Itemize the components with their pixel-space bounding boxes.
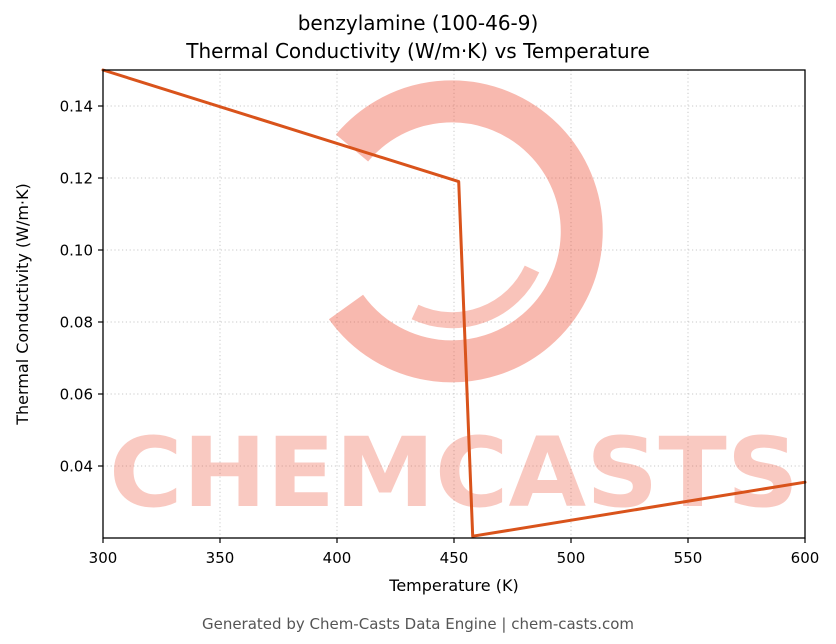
chemcasts-logo-watermark-icon [328,80,603,383]
chemcasts-logo-inner-stroke-icon [411,265,540,329]
y-tick-label: 0.12 [60,170,93,188]
footer-credit: Generated by Chem-Casts Data Engine | ch… [201,615,635,633]
y-axis-label: Thermal Conductivity (W/m·K) [13,183,32,426]
y-tick-label: 0.08 [60,314,93,332]
x-tick-label: 300 [89,549,118,567]
x-tick-label: 500 [557,549,586,567]
x-tick-label: 450 [440,549,469,567]
x-tick-label: 400 [323,549,352,567]
series-line-thermal-conductivity [101,68,807,538]
x-tick-label: 600 [791,549,820,567]
y-tick-label: 0.10 [60,242,93,260]
x-tick-label: 350 [206,549,235,567]
y-tick-label: 0.06 [60,386,93,404]
y-tick-label: 0.04 [60,458,93,476]
chart-title-line2: Thermal Conductivity (W/m·K) vs Temperat… [186,39,650,63]
y-tick-label: 0.14 [60,98,93,116]
x-tick-label: 550 [674,549,703,567]
chart-title: benzylamine (100-46-9) Thermal Conductiv… [0,9,836,65]
chart-title-line1: benzylamine (100-46-9) [297,11,539,35]
x-axis-label: Temperature (K) [388,576,518,595]
watermark-text: CHEMCASTS [109,417,799,529]
